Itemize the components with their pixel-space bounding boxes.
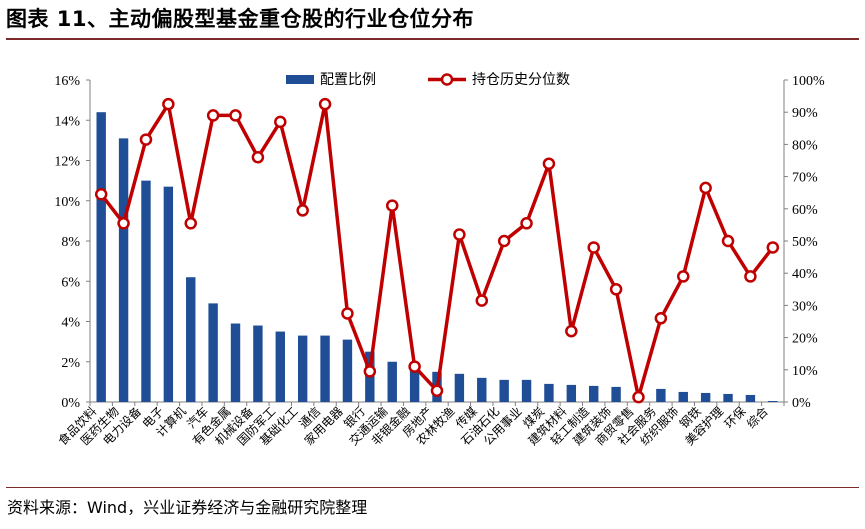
line-path — [99, 102, 775, 399]
line-marker — [565, 324, 578, 338]
bar — [768, 400, 778, 402]
left-tick-label: 2% — [61, 356, 80, 371]
bar — [544, 383, 554, 402]
chart-title: 图表 11、主动偏股型基金重仓股的行业仓位分布 — [6, 7, 475, 31]
source-rule — [6, 487, 859, 488]
chart: 0% 2% 4% 6% 8% 10% 12% 14% 16% 0% 10% 20% 30% 40% 50% 6… — [54, 72, 825, 449]
line-marker — [162, 97, 175, 111]
source-note: 资料来源：Wind，兴业证券经济与金融研究院整理 — [7, 498, 368, 517]
bar — [700, 392, 711, 402]
legend: 配置比例 持仓历史分位数 — [286, 72, 570, 88]
bar — [96, 112, 106, 402]
left-tick-label: 16% — [54, 74, 80, 89]
bar-series — [96, 112, 778, 403]
line-marker — [475, 294, 489, 307]
bar — [745, 394, 756, 402]
line-marker — [430, 384, 444, 397]
category-label: 综合 — [743, 404, 771, 432]
line-marker — [274, 115, 287, 129]
line-marker — [542, 157, 556, 170]
left-tick-label: 6% — [61, 275, 80, 290]
bar — [297, 335, 308, 402]
right-tick-label: 70% — [792, 171, 818, 186]
axes: 0% 2% 4% 6% 8% 10% 12% 14% 16% 0% 10% 20% 30% 40% 50% 6… — [54, 74, 825, 411]
line-marker — [318, 97, 332, 111]
line-marker — [766, 241, 780, 254]
line-marker — [654, 312, 668, 325]
line-marker — [363, 365, 377, 378]
line-marker — [721, 234, 735, 248]
bar — [253, 325, 263, 402]
right-tick-label: 30% — [792, 299, 818, 314]
legend-bar-swatch — [286, 75, 314, 84]
line-marker — [632, 390, 645, 404]
bar — [186, 277, 196, 402]
bar — [656, 388, 666, 402]
bar — [723, 393, 733, 402]
left-tick-label: 14% — [54, 114, 80, 129]
line-marker — [206, 109, 220, 122]
right-tick-label: 80% — [792, 138, 818, 153]
line-marker — [408, 360, 421, 373]
right-tick-label: 20% — [792, 332, 818, 347]
bar — [499, 379, 509, 402]
bar — [409, 365, 420, 402]
line-marker — [341, 307, 354, 320]
left-tick-label: 8% — [61, 235, 80, 250]
right-tick-label: 60% — [792, 203, 818, 218]
bar — [342, 339, 353, 402]
line-marker — [677, 270, 690, 283]
line-series — [94, 97, 780, 404]
bar — [454, 373, 465, 402]
legend-line-marker — [440, 73, 454, 86]
line-marker — [587, 241, 600, 254]
legend-bar-label: 配置比例 — [320, 72, 376, 88]
bar — [566, 384, 577, 402]
category-labels: 食品饮料医药生物电力设备电子计算机汽车有色金属机械设备国防军工基础化工通信家用电… — [55, 404, 771, 449]
line-marker — [520, 217, 533, 230]
line-marker — [296, 204, 309, 217]
line-marker — [609, 283, 623, 296]
line-marker — [699, 181, 712, 195]
line-marker — [117, 217, 130, 230]
line-marker — [229, 109, 242, 122]
bar — [275, 331, 285, 402]
line-marker — [94, 188, 108, 201]
right-tick-label: 10% — [792, 364, 818, 379]
line-marker — [453, 228, 466, 241]
legend-line-label: 持仓历史分位数 — [472, 72, 570, 88]
right-tick-label: 90% — [792, 106, 818, 121]
category-label: 环保 — [722, 404, 749, 431]
bar — [387, 361, 397, 402]
right-tick-label: 50% — [792, 235, 818, 250]
bar — [521, 379, 532, 402]
bar — [230, 323, 241, 402]
title-rule — [6, 38, 859, 40]
right-tick-label: 40% — [792, 267, 818, 282]
bar — [163, 186, 174, 402]
line-marker — [385, 199, 399, 212]
bar — [589, 385, 599, 402]
line-marker — [251, 151, 265, 164]
line-marker — [744, 270, 757, 283]
bar — [118, 138, 129, 403]
bar — [678, 391, 688, 402]
bar — [141, 180, 151, 402]
right-tick-label: 0% — [792, 396, 811, 411]
bar — [611, 386, 621, 402]
line-marker — [139, 133, 153, 146]
left-tick-label: 0% — [61, 396, 80, 411]
bar — [320, 335, 330, 402]
bar — [208, 303, 218, 402]
left-tick-label: 4% — [61, 316, 80, 331]
line-marker — [184, 217, 197, 230]
right-tick-label: 100% — [792, 74, 825, 89]
bar — [477, 377, 487, 402]
left-tick-label: 12% — [54, 155, 80, 170]
line-marker — [497, 234, 511, 248]
left-tick-label: 10% — [54, 195, 80, 210]
